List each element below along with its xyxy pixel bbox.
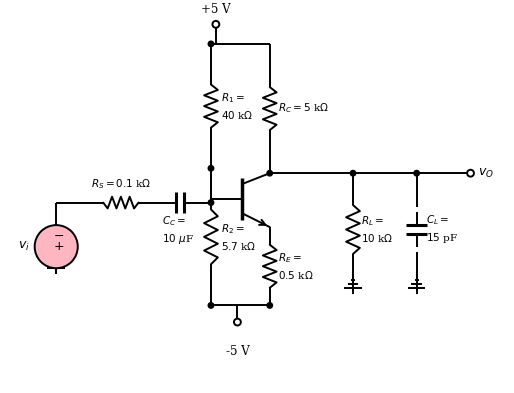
Text: $v_O$: $v_O$ — [479, 167, 494, 180]
Text: +5 V: +5 V — [201, 4, 231, 17]
Circle shape — [350, 171, 356, 176]
Text: $R_S = 0.1$ k$\Omega$: $R_S = 0.1$ k$\Omega$ — [90, 177, 151, 191]
Circle shape — [467, 170, 474, 176]
Text: $C_C =$
$10$ $\mu$F: $C_C =$ $10$ $\mu$F — [162, 214, 194, 246]
Circle shape — [208, 200, 214, 205]
Text: $R_2 =$
$5.7$ k$\Omega$: $R_2 =$ $5.7$ k$\Omega$ — [221, 222, 255, 252]
Circle shape — [267, 171, 272, 176]
Circle shape — [208, 165, 214, 171]
Circle shape — [414, 171, 419, 176]
Text: +: + — [54, 240, 64, 253]
Circle shape — [208, 303, 214, 308]
Circle shape — [208, 41, 214, 47]
Circle shape — [267, 303, 272, 308]
Circle shape — [34, 225, 78, 268]
Text: $v_i$: $v_i$ — [18, 240, 30, 253]
Text: $R_E =$
$0.5$ k$\Omega$: $R_E =$ $0.5$ k$\Omega$ — [278, 252, 313, 281]
Text: $C_L =$
$15$ pF: $C_L =$ $15$ pF — [427, 214, 458, 245]
Text: -5 V: -5 V — [226, 345, 249, 358]
Circle shape — [212, 21, 219, 28]
Circle shape — [234, 319, 241, 325]
Text: $R_C = 5$ k$\Omega$: $R_C = 5$ k$\Omega$ — [278, 102, 328, 116]
Text: −: − — [54, 230, 64, 243]
Text: $R_L =$
$10$ k$\Omega$: $R_L =$ $10$ k$\Omega$ — [361, 215, 393, 244]
Text: $R_1 =$
$40$ k$\Omega$: $R_1 =$ $40$ k$\Omega$ — [221, 91, 253, 121]
